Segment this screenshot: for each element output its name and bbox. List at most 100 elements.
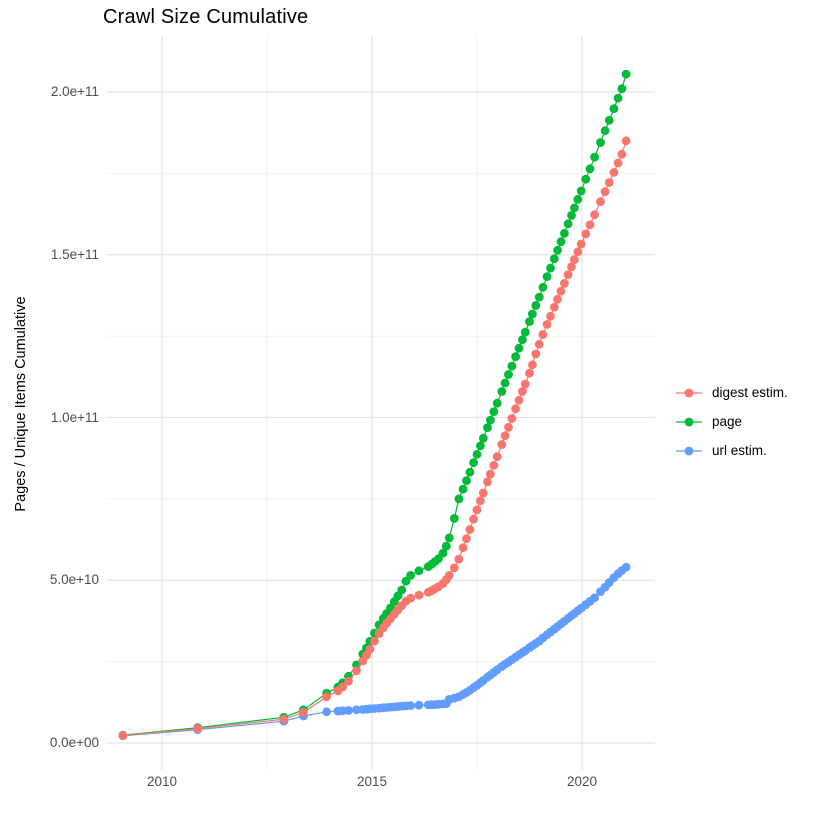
data-point	[483, 423, 492, 432]
data-point	[193, 724, 203, 734]
data-point	[600, 126, 610, 136]
data-point	[486, 415, 495, 425]
data-point	[518, 335, 527, 345]
data-point	[458, 484, 468, 494]
legend-label: url estim.	[712, 443, 767, 458]
data-point	[462, 534, 471, 543]
data-point	[489, 407, 499, 416]
data-point	[500, 378, 510, 388]
data-point	[472, 505, 482, 515]
data-point	[621, 136, 631, 146]
data-point	[338, 682, 347, 692]
data-point	[406, 571, 415, 580]
data-point	[546, 311, 555, 321]
data-point	[441, 541, 451, 551]
data-point	[600, 187, 610, 197]
data-point	[322, 692, 331, 702]
series-url-estim	[118, 562, 631, 741]
data-point	[549, 302, 559, 312]
data-point	[507, 414, 517, 423]
data-point	[492, 452, 502, 461]
data-point	[507, 361, 517, 371]
data-point	[497, 387, 507, 396]
x-tick-label: 2020	[566, 774, 598, 789]
data-point	[462, 476, 471, 485]
data-point	[567, 262, 576, 272]
data-point	[322, 707, 331, 717]
data-point	[585, 164, 595, 174]
data-point	[528, 309, 537, 319]
data-point	[563, 270, 573, 279]
data-point	[556, 286, 566, 296]
data-point	[560, 279, 569, 288]
data-point	[528, 360, 537, 370]
data-point	[414, 700, 424, 710]
data-point	[504, 370, 513, 379]
data-point	[476, 441, 485, 451]
data-point	[542, 272, 552, 281]
data-point	[489, 460, 499, 470]
series-page	[118, 69, 631, 740]
data-point	[458, 543, 468, 553]
data-point	[299, 708, 308, 717]
data-point	[525, 317, 534, 326]
data-point	[609, 168, 619, 177]
data-point	[444, 533, 454, 543]
data-point	[397, 585, 407, 595]
data-point	[531, 349, 541, 359]
data-point	[553, 245, 562, 255]
data-point	[546, 263, 555, 273]
data-point	[621, 562, 631, 572]
data-point	[538, 330, 548, 339]
data-point	[406, 593, 415, 603]
data-point	[613, 158, 623, 168]
chart-title: Crawl Size Cumulative	[103, 6, 309, 28]
data-point	[585, 220, 595, 230]
data-point	[472, 449, 482, 459]
data-point	[534, 292, 544, 302]
y-tick-label: 1.5e+11	[50, 246, 99, 262]
data-point	[500, 431, 510, 441]
data-point	[454, 494, 464, 504]
y-tick-label: 1.0e+11	[50, 409, 99, 425]
data-point	[563, 219, 573, 229]
series-line	[122, 140, 627, 737]
data-point	[352, 666, 361, 676]
data-point	[514, 395, 524, 405]
data-point	[514, 343, 524, 353]
data-point	[486, 469, 495, 479]
data-point	[344, 676, 353, 686]
data-point	[406, 701, 415, 710]
data-point	[370, 636, 379, 646]
data-point	[604, 115, 614, 125]
data-point	[567, 211, 576, 220]
data-point	[553, 294, 562, 304]
y-axis-title: Pages / Unique Items Cumulative	[13, 296, 29, 512]
data-point	[570, 203, 579, 213]
data-point	[478, 488, 488, 498]
data-point	[538, 282, 548, 292]
data-point	[469, 458, 478, 468]
data-point	[478, 433, 488, 443]
data-point	[511, 404, 520, 414]
legend-item-url-estim: url estim.	[674, 436, 788, 465]
data-point	[590, 210, 599, 220]
data-point	[534, 339, 544, 349]
y-tick-label: 2.0e+11	[50, 84, 99, 99]
data-point	[596, 197, 605, 207]
data-point	[414, 566, 424, 576]
data-point	[465, 525, 475, 534]
data-point	[504, 422, 513, 432]
x-tick-label: 2010	[146, 774, 178, 789]
data-point	[476, 496, 485, 506]
data-point	[609, 104, 619, 113]
data-point	[570, 255, 579, 264]
legend-item-page: page	[674, 407, 788, 436]
legend-label: page	[712, 414, 743, 429]
data-point	[449, 514, 459, 523]
data-point	[581, 174, 591, 184]
y-tick-label: 0.0e+00	[49, 735, 99, 750]
data-point	[449, 563, 459, 573]
